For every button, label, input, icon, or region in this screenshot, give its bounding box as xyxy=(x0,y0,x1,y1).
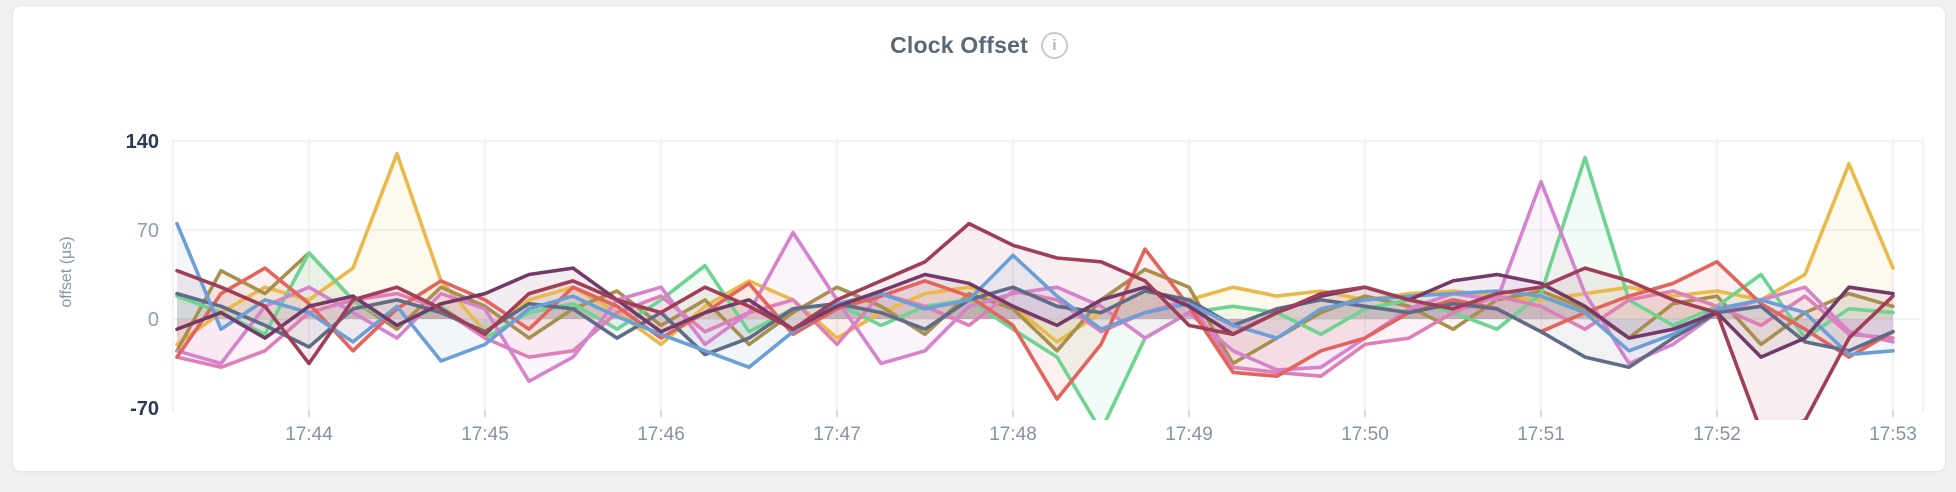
x-tick-marks xyxy=(308,410,1894,417)
info-icon-glyph: i xyxy=(1052,37,1057,54)
x-tick-label: 17:45 xyxy=(461,424,509,445)
y-tick-label: 0 xyxy=(148,309,159,331)
x-tick-label: 17:51 xyxy=(1517,424,1565,445)
series-purple-area xyxy=(177,268,1893,358)
x-tick-label: 17:47 xyxy=(813,424,861,445)
plot-area[interactable] xyxy=(175,151,1895,431)
x-tick-label: 17:46 xyxy=(637,424,685,445)
y-tick-label: 70 xyxy=(137,220,159,242)
x-tick-label: 17:49 xyxy=(1165,424,1213,445)
info-icon[interactable]: i xyxy=(1040,32,1068,59)
x-tick-label: 17:52 xyxy=(1693,424,1741,445)
y-axis-label: offset (µs) xyxy=(58,236,75,307)
series-blue-line xyxy=(175,221,1895,370)
grid-lines xyxy=(172,139,1924,411)
x-tick-label: 17:53 xyxy=(1869,424,1917,445)
chart-title: Clock Offset xyxy=(890,32,1028,58)
series-purple-line xyxy=(175,266,1895,359)
chart-card: Clock Offset i 140 70 0 -70 17:44 17:45 17:46 1… xyxy=(12,5,1946,472)
y-tick-label: -70 xyxy=(130,398,159,420)
series-red-line xyxy=(175,247,1895,401)
series-maroon-line xyxy=(175,221,1895,420)
x-tick-label: 17:44 xyxy=(285,424,333,445)
x-tick-label: 17:50 xyxy=(1341,424,1389,445)
y-tick-label: 140 xyxy=(126,131,159,153)
series-magenta-area xyxy=(177,291,1893,377)
clock-offset-chart[interactable]: 140 70 0 -70 17:44 17:45 17:46 17:47 17:48 17:49 1… xyxy=(13,6,1956,492)
x-tick-label: 17:48 xyxy=(989,424,1037,445)
chart-header: Clock Offset i xyxy=(13,32,1945,59)
series-gold-line xyxy=(175,151,1895,347)
series-maroon-area xyxy=(177,223,1893,420)
series-orchid-line xyxy=(175,179,1895,384)
series-olive-area xyxy=(177,252,1893,364)
